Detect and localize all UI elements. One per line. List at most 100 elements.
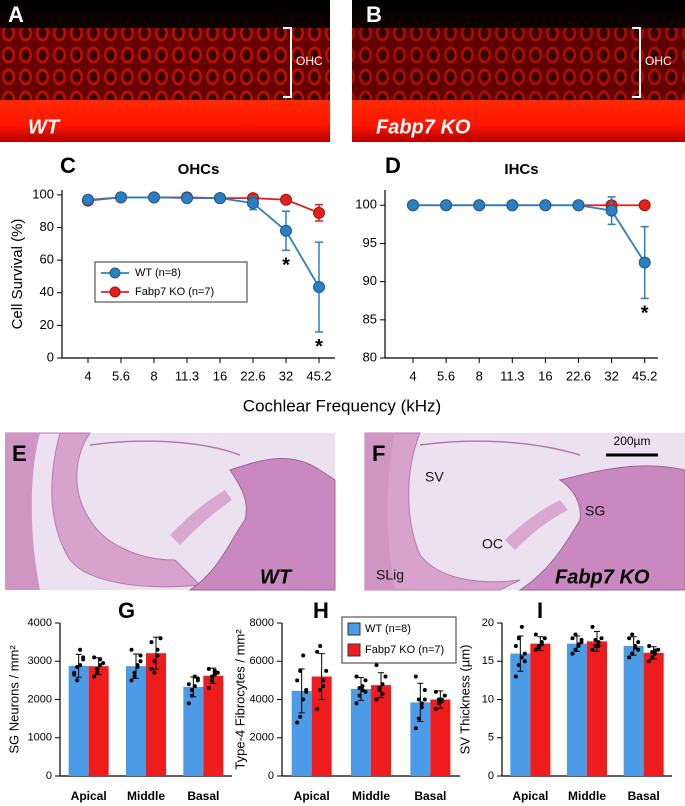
data-point <box>315 649 320 654</box>
data-point <box>192 674 197 679</box>
x-axis-label: Cochlear Frequency (kHz) <box>243 396 441 415</box>
data-point <box>647 659 652 664</box>
x-tick-label: 32 <box>279 368 293 383</box>
marker <box>473 199 486 212</box>
x-tick-label: Apical <box>512 789 548 803</box>
legend-swatch <box>347 643 361 657</box>
data-point <box>383 674 388 679</box>
marker <box>506 199 519 212</box>
y-tick-label: 2000 <box>250 732 274 744</box>
data-point <box>539 642 544 647</box>
data-point <box>656 647 661 652</box>
data-point <box>513 643 518 648</box>
data-point <box>81 657 86 662</box>
image-a: A WT OHC <box>0 0 330 142</box>
x-tick-label: Middle <box>568 789 606 803</box>
data-point <box>579 637 584 642</box>
bar <box>587 641 607 776</box>
x-tick-label: Basal <box>628 789 660 803</box>
y-tick-label: 8000 <box>250 617 274 629</box>
marker <box>115 191 127 204</box>
y-axis-label: Type-4 Fibrocytes / mm² <box>232 629 247 770</box>
genotype-label: WT <box>28 116 61 138</box>
data-point <box>78 663 83 668</box>
data-point <box>321 678 326 683</box>
data-point <box>209 674 214 679</box>
x-tick-label: 22.6 <box>240 368 265 383</box>
data-point <box>627 655 632 660</box>
data-point <box>653 651 658 656</box>
bar <box>146 653 166 776</box>
data-point <box>212 668 217 673</box>
data-point <box>318 687 323 692</box>
legend-marker <box>109 267 121 279</box>
y-tick-label: 6000 <box>250 655 274 667</box>
data-point <box>152 670 157 675</box>
data-point <box>206 666 211 671</box>
bar <box>530 643 551 776</box>
panel-label: I <box>537 598 543 623</box>
legend-box <box>341 616 457 664</box>
marker <box>82 193 94 206</box>
data-point <box>422 687 427 692</box>
y-axis-label: Cell Survival (%) <box>9 219 26 330</box>
y-tick-label: 10 <box>482 693 494 705</box>
data-point <box>374 663 379 668</box>
bar <box>183 686 204 776</box>
legend-label: Fabp7 KO (n=7) <box>365 644 444 656</box>
data-point <box>92 655 97 660</box>
marker <box>313 281 325 294</box>
data-point <box>360 687 365 692</box>
marker <box>407 199 419 212</box>
data-point <box>533 647 538 652</box>
bar <box>623 645 644 776</box>
marker <box>313 206 325 219</box>
bar <box>410 702 431 776</box>
data-point <box>374 697 379 702</box>
data-point <box>95 666 100 671</box>
marker <box>280 193 292 206</box>
x-tick-label: 5.6 <box>112 368 130 383</box>
data-point <box>633 645 638 650</box>
x-tick-label: 16 <box>213 368 227 383</box>
y-tick-label: 85 <box>363 311 377 326</box>
x-tick-label: 16 <box>538 368 552 383</box>
y-tick-label: 90 <box>363 273 377 288</box>
data-point <box>630 632 635 637</box>
data-point <box>138 653 143 658</box>
y-tick-label: 80 <box>363 349 377 364</box>
data-point <box>95 670 100 675</box>
data-point <box>647 643 652 648</box>
data-point <box>189 687 194 692</box>
marker <box>638 256 651 269</box>
data-point <box>98 663 103 668</box>
panel-label: B <box>366 2 382 27</box>
data-point <box>519 624 524 629</box>
data-point <box>573 632 578 637</box>
data-point <box>192 684 197 689</box>
y-axis-label: SG Neurons / mm² <box>6 645 21 754</box>
panel-label: F <box>372 441 385 466</box>
data-point <box>149 640 154 645</box>
data-point <box>354 674 359 679</box>
x-tick-label: Middle <box>352 789 390 803</box>
x-tick-label: 32 <box>604 368 618 383</box>
bar <box>88 666 109 776</box>
data-point <box>324 668 329 673</box>
marker <box>605 204 618 217</box>
data-point <box>599 636 604 641</box>
data-point <box>195 676 200 681</box>
chart-title: OHCs <box>178 161 220 178</box>
region-label: OHC <box>296 54 323 68</box>
data-point <box>132 674 137 679</box>
panel-label: A <box>8 2 24 27</box>
x-tick-label: 8 <box>150 368 157 383</box>
x-tick-label: 4 <box>409 368 416 383</box>
data-point <box>304 689 309 694</box>
y-tick-label: 5 <box>488 732 494 744</box>
data-point <box>75 678 80 683</box>
data-point <box>442 693 447 698</box>
y-tick-label: 0 <box>268 770 274 782</box>
y-tick-label: 15 <box>482 655 494 667</box>
data-point <box>132 670 137 675</box>
